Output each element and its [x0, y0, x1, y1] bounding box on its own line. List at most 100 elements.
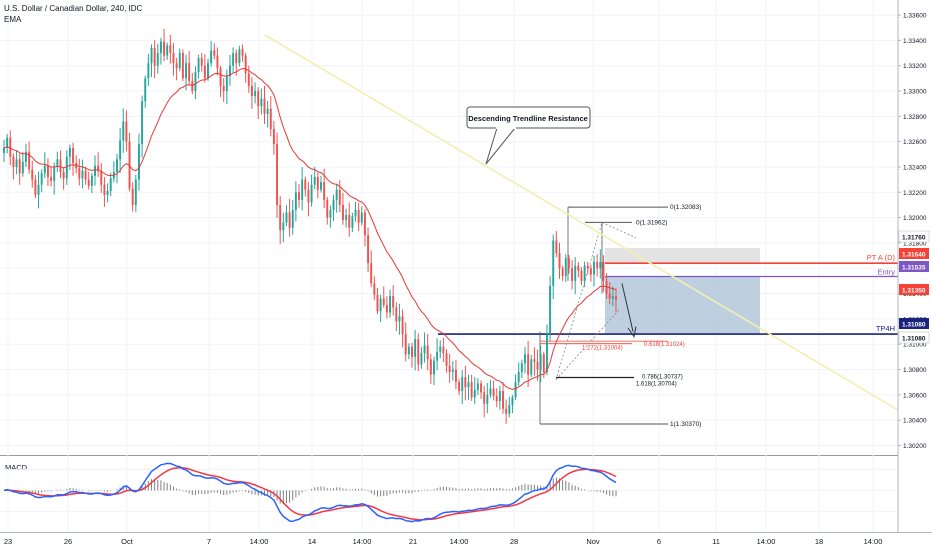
candle-body [62, 172, 65, 179]
candle-body [458, 382, 461, 392]
candle-body [605, 280, 608, 294]
candle-body [385, 304, 388, 313]
candle-body [561, 268, 564, 276]
candle-body [122, 121, 125, 141]
candle-body [153, 47, 156, 66]
candle-body [185, 63, 188, 79]
price-tick-label: 1.33000 [903, 89, 927, 96]
time-tick-label: 23 [4, 537, 12, 546]
candle-body [18, 159, 21, 174]
candle-body [332, 199, 335, 211]
candle-body [360, 212, 363, 223]
target-arrow-head [627, 326, 637, 338]
horizontal-levels: PT A (D) Entry TP4H [438, 253, 898, 335]
trendline[interactable] [264, 34, 899, 411]
candle-body [219, 68, 222, 86]
candle-body [467, 382, 470, 388]
candle-body [65, 156, 68, 179]
candle-body [542, 354, 545, 373]
candle-body [210, 50, 213, 64]
candle-body [197, 58, 200, 73]
candle-body [439, 346, 442, 352]
candle-body [345, 215, 348, 221]
candle-body [40, 173, 43, 185]
annotation: Descending Trendline Resistance [466, 106, 591, 165]
candle-body [307, 189, 310, 203]
candle-body [599, 261, 602, 269]
fib-label: 1(1.30370) [670, 421, 701, 428]
price-label-bg [899, 284, 929, 295]
candle-body [445, 353, 448, 366]
price-tick-label: 1.33200 [903, 63, 927, 70]
target-arrow [621, 283, 634, 332]
candle-body [489, 388, 492, 395]
candle-body [178, 53, 181, 69]
candle-body [495, 396, 498, 402]
candle-body [276, 144, 279, 205]
candle-body [602, 261, 605, 281]
candle-body [128, 141, 131, 189]
indicator-label: EMA [4, 15, 22, 24]
time-tick-label: Nov [586, 537, 600, 546]
candle-body [241, 49, 244, 56]
time-tick-label: 14:00 [864, 537, 883, 546]
price-label: 1.31080 [902, 322, 926, 329]
candle-body [511, 397, 514, 405]
price-tick-label: 1.31800 [903, 240, 927, 247]
candle-body [586, 265, 589, 269]
candle-body [103, 184, 106, 195]
candle-body [222, 85, 225, 92]
price-tick-label: 1.32800 [903, 114, 927, 121]
candle-body [109, 178, 112, 192]
price-tick-label: 1.32400 [903, 164, 927, 171]
candle-body [545, 334, 548, 373]
candle-body [520, 363, 523, 373]
candle-body [235, 53, 238, 64]
candle-body [348, 215, 351, 228]
candle-body [571, 268, 574, 281]
price-label-bg [898, 230, 930, 243]
candle-body [266, 108, 269, 114]
candle-body [593, 261, 596, 275]
candle-body [580, 270, 583, 281]
candle-body [285, 212, 288, 223]
candle-body [191, 80, 194, 92]
candle-body [21, 161, 24, 174]
candle-body [432, 360, 435, 375]
candle-body [203, 65, 206, 79]
candle-body [59, 159, 62, 173]
candle-body [574, 265, 577, 281]
price-tick-label: 1.30600 [903, 392, 927, 399]
time-tick-label: 7 [207, 537, 211, 546]
candle-body [354, 210, 357, 217]
candle-body [78, 168, 81, 179]
candle-body [125, 121, 128, 142]
candle-body [169, 45, 172, 54]
candle-body [90, 175, 93, 186]
pt-label: PT A (D) [867, 253, 896, 262]
candle-body [596, 261, 599, 269]
candle-body [156, 53, 159, 66]
candle-body [97, 165, 100, 171]
candle-body [442, 346, 445, 354]
price-tick-label: 1.32200 [903, 190, 927, 197]
candle-body [188, 63, 191, 81]
candle-body [451, 369, 454, 373]
candle-body [420, 353, 423, 365]
candle-body [407, 346, 410, 355]
candle-body [615, 296, 617, 300]
price-tick-label: 1.31000 [903, 342, 927, 349]
profit-zone [605, 276, 760, 335]
time-tick-label: 21 [409, 537, 417, 546]
candle-body [608, 293, 611, 299]
candle-body [260, 98, 263, 107]
price-label-bg [899, 248, 929, 259]
candle-body [514, 382, 517, 398]
callout-pointer [485, 127, 516, 165]
price-label: 1.31535 [902, 265, 926, 272]
candle-body [611, 296, 614, 299]
candle-body [376, 294, 379, 312]
time-tick-label: 18 [815, 537, 823, 546]
candle-body [533, 359, 536, 362]
